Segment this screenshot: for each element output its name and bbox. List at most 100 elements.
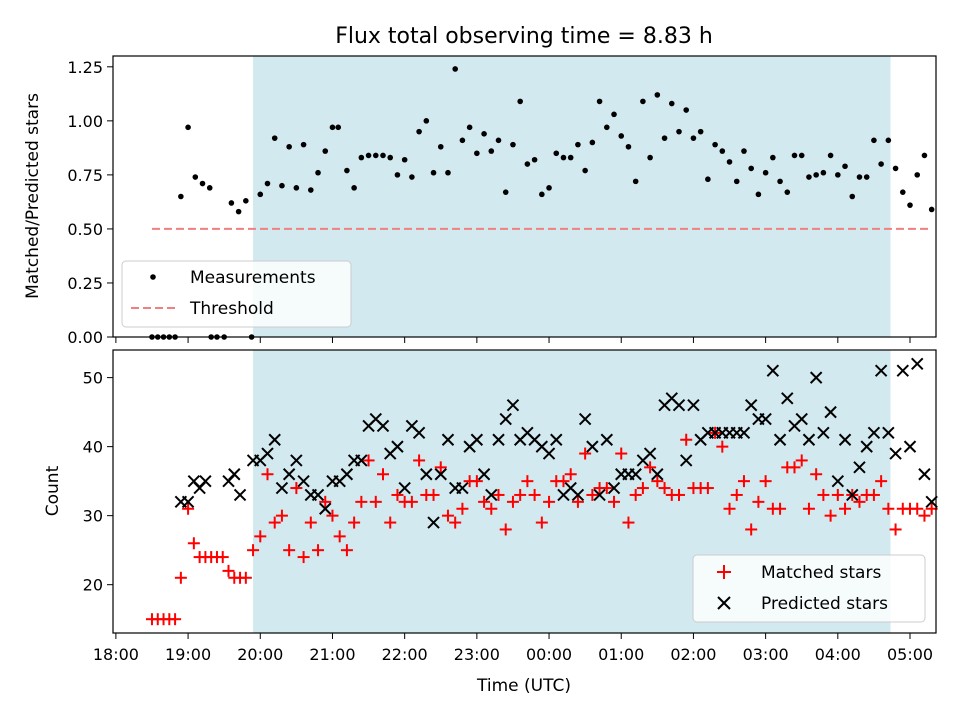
measurement-point	[856, 174, 863, 180]
predicted-star-point	[485, 488, 498, 502]
y-tick-label: 40	[83, 438, 103, 457]
measurement-point	[726, 159, 733, 165]
measurement-point	[604, 124, 610, 131]
predicted-star-point	[427, 516, 440, 529]
top-y-axis-label: Matched/Predicted stars	[23, 93, 43, 299]
x-tick-label: 05:00	[887, 645, 933, 664]
measurement-point	[315, 169, 321, 176]
matched-star-point	[543, 495, 556, 508]
matched-star-point	[434, 461, 447, 474]
predicted-star-point	[744, 399, 758, 412]
predicted-star-point	[420, 468, 433, 481]
matched-star-point	[867, 488, 880, 501]
predicted-star-point	[759, 412, 772, 426]
predicted-star-point	[398, 481, 411, 495]
measurement-point	[459, 137, 466, 144]
chart-title: Flux total observing time = 8.83 h	[335, 24, 713, 49]
matched-star-point	[622, 516, 635, 529]
matched-star-point	[911, 502, 924, 515]
measurement-point	[632, 178, 639, 185]
legend-predicted-label: Predicted stars	[761, 594, 888, 614]
x-tick-label: 20:00	[237, 645, 283, 664]
measurement-point	[199, 180, 206, 187]
measurement-point	[907, 202, 913, 208]
matched-star-point	[730, 488, 743, 501]
matched-star-point	[644, 461, 657, 474]
measurement-point	[358, 154, 365, 161]
matched-star-point	[608, 495, 621, 508]
legend-predicted-marker	[717, 596, 731, 610]
measurement-point	[546, 185, 552, 191]
predicted-star-point	[846, 488, 859, 502]
measurement-point	[322, 148, 329, 154]
measurement-point	[567, 154, 574, 161]
y-tick-label: 1.00	[67, 112, 103, 131]
measurement-point	[928, 206, 935, 213]
bottom-plot-marks	[145, 357, 938, 626]
predicted-star-point	[434, 468, 447, 481]
predicted-star-point	[586, 440, 599, 453]
predicted-star-point	[319, 502, 332, 515]
matched-star-point	[333, 530, 346, 543]
matched-star-point	[528, 488, 541, 501]
predicted-star-point	[918, 468, 931, 481]
measurement-point	[885, 137, 892, 144]
measurement-point	[192, 174, 199, 180]
measurement-point	[372, 152, 379, 159]
measurement-point	[178, 193, 184, 200]
measurement-point	[863, 174, 870, 180]
predicted-star-point	[199, 474, 212, 488]
matched-star-point	[535, 516, 548, 529]
measurement-point	[690, 135, 697, 141]
measurement-point	[466, 124, 473, 131]
measurement-point	[452, 66, 458, 72]
measurement-point	[791, 152, 798, 159]
legend-matched-marker	[717, 565, 731, 579]
measurement-point	[264, 180, 271, 187]
legend-matched-label: Matched stars	[761, 563, 881, 583]
matched-star-point	[752, 495, 765, 508]
matched-star-point	[478, 495, 491, 508]
measurement-point	[676, 128, 682, 135]
predicted-star-point	[571, 488, 585, 502]
predicted-star-point	[874, 364, 888, 377]
y-tick-label: 50	[83, 369, 103, 388]
predicted-star-point	[925, 495, 938, 509]
measurement-point	[488, 148, 495, 154]
top-plot-frame	[112, 55, 937, 338]
matched-star-point	[369, 495, 382, 508]
bottom-plot-frame	[112, 349, 937, 634]
measurement-point	[899, 189, 906, 195]
matched-star-point	[839, 502, 852, 515]
predicted-star-point	[867, 426, 881, 440]
predicted-star-point	[860, 440, 873, 453]
top-legend: Measurements Threshold	[121, 260, 352, 328]
predicted-star-point	[297, 474, 310, 488]
measurement-point	[387, 154, 394, 161]
predicted-star-point	[680, 454, 693, 467]
top-x-ticks	[115, 337, 911, 343]
measurement-point	[235, 208, 242, 215]
measurement-point	[748, 165, 754, 172]
matched-star-point	[391, 488, 404, 501]
matched-star-point	[774, 502, 787, 515]
x-tick-label: 00:00	[526, 645, 572, 664]
matched-star-point	[362, 454, 375, 467]
measurement-point	[416, 128, 422, 135]
x-tick-label: 02:00	[670, 645, 716, 664]
measurement-point	[820, 169, 827, 176]
measurement-point	[409, 174, 415, 180]
measurement-point	[712, 141, 718, 148]
matched-star-point	[824, 509, 837, 522]
predicted-star-point	[441, 433, 455, 446]
measurement-point	[243, 198, 249, 204]
matched-star-point	[658, 482, 671, 495]
measurement-point	[293, 185, 300, 191]
measurement-point	[762, 169, 769, 176]
matched-star-point	[759, 475, 772, 488]
legend-measurements-marker	[150, 274, 156, 280]
x-tick-label: 21:00	[309, 645, 355, 664]
measurement-point	[589, 139, 596, 146]
matched-star-point	[600, 482, 613, 495]
matched-star-point	[817, 488, 830, 501]
